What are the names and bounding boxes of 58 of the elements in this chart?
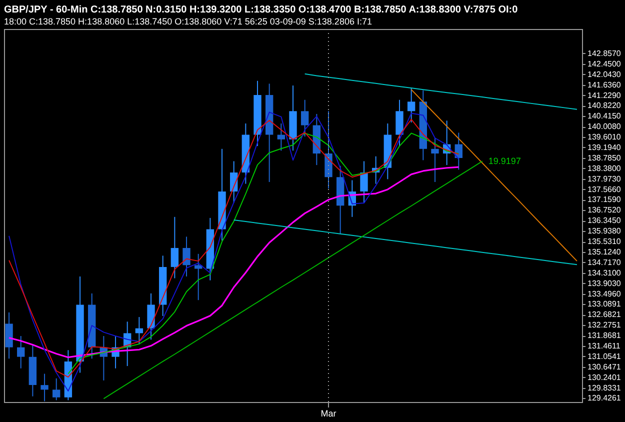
y-tick-label: 129.4261 — [588, 394, 622, 403]
candlestick — [135, 316, 144, 345]
candlestick — [52, 378, 60, 401]
candlestick — [360, 160, 368, 204]
line-series — [233, 219, 578, 266]
y-tick-label: 138.3800 — [588, 164, 622, 173]
chart-subtitle: 18:00 C:138.7850 H:138.8060 L:138.7450 O:138.8060 V:71 56:25 03-09-09 S:138.2806 I:71 — [4, 16, 372, 26]
x-tick-label: Mar — [320, 408, 336, 418]
y-tick-label: 133.9030 — [588, 278, 622, 288]
y-tick-label: 131.4611 — [588, 342, 621, 351]
chart-title: GBP/JPY - 60-Min C:138.7850 N:0.3150 H:139.3200 L:138.3350 O:138.4700 B:138.7850 A:138.8300 V:7875 OI:0 — [4, 4, 518, 16]
candlestick — [396, 99, 404, 147]
candlestick — [170, 216, 179, 279]
y-tick-label: 135.9380 — [588, 226, 622, 236]
candlestick — [324, 110, 332, 189]
y-tick-label: 140.8220 — [588, 101, 622, 110]
y-tick-label: 133.4960 — [588, 289, 622, 298]
y-tick-label: 142.4500 — [588, 59, 622, 68]
y-tick-label: 136.7520 — [588, 206, 622, 215]
y-tick-label: 131.0541 — [588, 352, 622, 361]
y-tick-label: 134.7170 — [588, 258, 622, 267]
y-tick-label: 135.5310 — [588, 237, 622, 246]
candlestick — [40, 373, 48, 402]
y-tick-label: 142.0430 — [588, 70, 622, 79]
y-tick-label: 141.6360 — [588, 80, 622, 90]
annotation: 19.9197 — [488, 156, 521, 166]
y-tick-label: 140.0080 — [588, 122, 622, 132]
candlestick — [431, 137, 439, 182]
y-tick-label: 132.2751 — [588, 320, 622, 330]
y-tick-label: 137.5660 — [588, 184, 622, 194]
y-tick-label: 131.8681 — [588, 331, 622, 340]
y-tick-label: 141.2290 — [588, 90, 622, 100]
y-tick-label: 142.8570 — [588, 48, 622, 58]
candlestick — [300, 99, 309, 138]
y-tick-label: 130.6471 — [588, 362, 622, 372]
candlestick — [194, 253, 202, 301]
candlestick — [277, 122, 286, 152]
y-tick-label: 136.3450 — [588, 216, 622, 226]
line-series — [410, 89, 578, 262]
y-tick-label: 137.9730 — [588, 174, 622, 184]
candlestick — [17, 336, 25, 369]
line-series — [103, 160, 483, 400]
y-tick-label: 137.1590 — [588, 195, 622, 204]
candlestick — [5, 312, 13, 360]
y-tick-label: 129.8331 — [588, 383, 622, 392]
y-tick-label: 140.4150 — [588, 112, 622, 121]
y-tick-label: 132.6821 — [588, 310, 622, 320]
candlestick — [147, 292, 155, 340]
y-tick-label: 134.3100 — [588, 268, 622, 278]
y-tick-label: 133.0891 — [588, 300, 622, 309]
candlestick — [407, 87, 416, 123]
y-tick-label: 135.1240 — [588, 247, 622, 256]
y-tick-label: 139.1940 — [588, 142, 622, 152]
y-tick-label: 130.2401 — [588, 372, 622, 382]
y-tick-label: 138.7850 — [588, 153, 622, 162]
line-series — [304, 73, 578, 110]
candlestick — [182, 236, 190, 277]
y-tick-label: 139.6010 — [588, 132, 622, 142]
